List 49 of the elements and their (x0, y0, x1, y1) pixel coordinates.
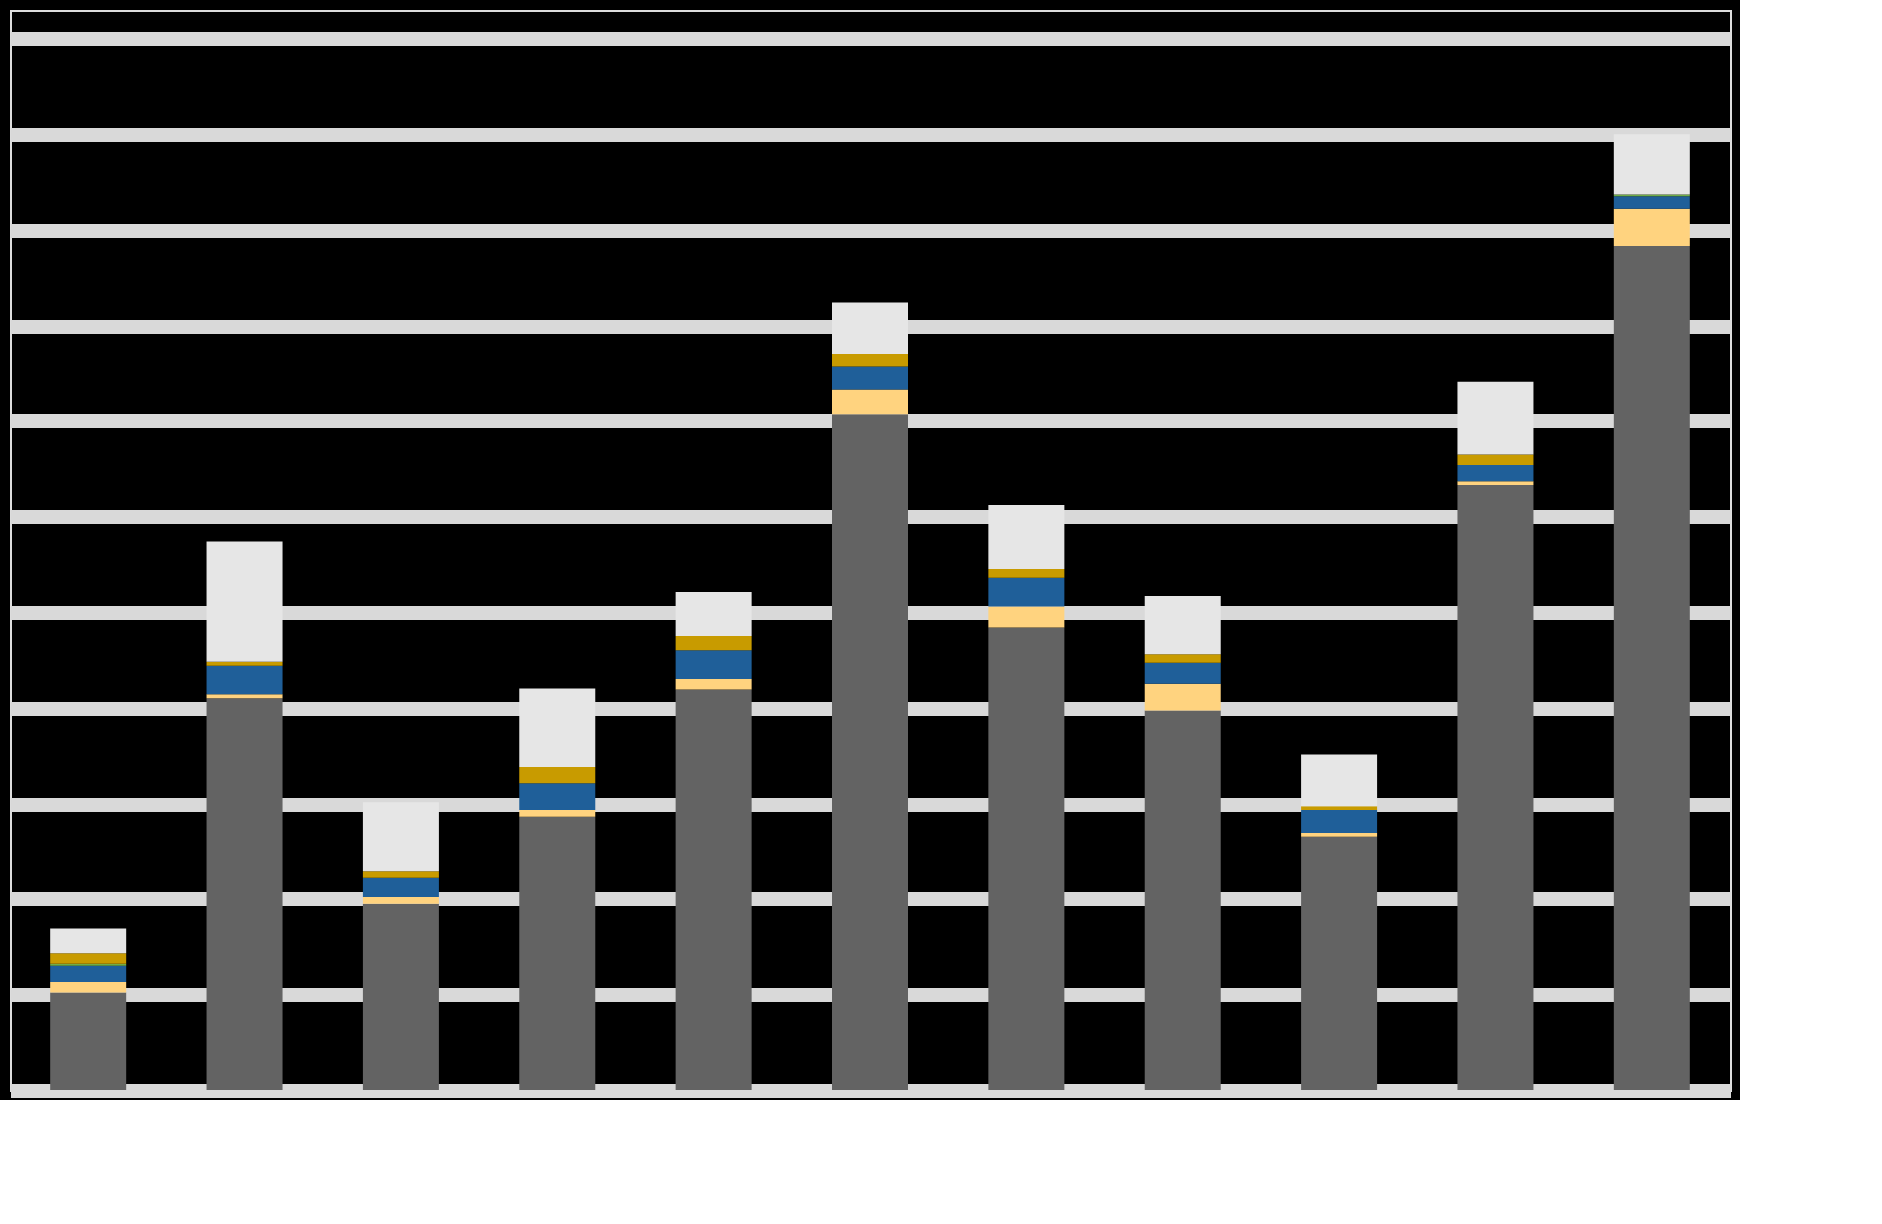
bar (206, 698, 283, 1090)
bar (362, 903, 439, 1090)
bar (519, 688, 596, 767)
bar (1144, 595, 1221, 655)
bar (1144, 683, 1221, 711)
bar (832, 389, 908, 415)
bar (988, 505, 1065, 570)
bar (1144, 662, 1221, 684)
bar (832, 354, 908, 367)
bar (50, 928, 127, 954)
bar (988, 577, 1065, 607)
bar (675, 689, 752, 1090)
bar (1613, 246, 1690, 1090)
bar (1301, 754, 1378, 807)
bar (832, 366, 908, 390)
bar (519, 783, 596, 810)
bar (1144, 654, 1221, 663)
bar (50, 965, 127, 982)
bar (50, 953, 127, 964)
bar (1457, 381, 1534, 455)
bar (362, 802, 439, 872)
bar (362, 877, 439, 897)
bar (206, 541, 283, 662)
bar (519, 809, 596, 817)
bar (50, 982, 127, 993)
bar (832, 302, 908, 355)
bar (519, 766, 596, 784)
bar (50, 992, 127, 1090)
bar (832, 414, 908, 1090)
bar (1301, 809, 1378, 833)
bar (1301, 836, 1378, 1090)
bar (988, 606, 1065, 628)
bar (1613, 196, 1690, 209)
bar (675, 592, 752, 637)
bar (519, 816, 596, 1090)
bar (206, 665, 283, 695)
bar (1613, 134, 1690, 195)
bar (1144, 710, 1221, 1090)
bar (1457, 464, 1534, 482)
bar (675, 650, 752, 680)
bar (362, 871, 439, 878)
bar (1613, 208, 1690, 247)
bar (1457, 454, 1534, 465)
bar (362, 896, 439, 904)
bar (675, 679, 752, 690)
bar (988, 569, 1065, 578)
bar (675, 636, 752, 651)
bar (1457, 485, 1534, 1090)
bar (988, 627, 1065, 1090)
